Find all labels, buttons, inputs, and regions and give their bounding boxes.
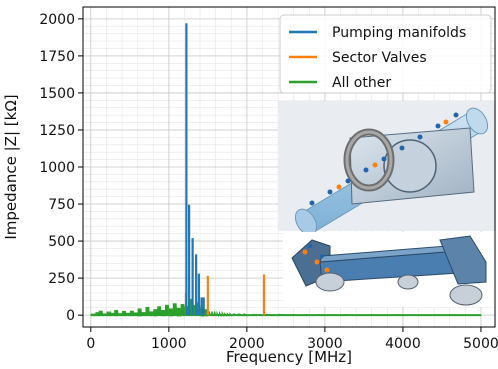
- x-tick-label: 3000: [307, 336, 343, 352]
- legend-label: Pumping manifolds: [332, 25, 466, 41]
- x-tick-label: 0: [86, 336, 95, 352]
- series-layer: [90, 23, 482, 318]
- y-tick-label: 500: [48, 234, 75, 250]
- inset-cad-bottom: [283, 232, 496, 307]
- legend-box: [279, 14, 492, 94]
- y-tick-label: 1500: [39, 86, 75, 102]
- x-tick-label: 2000: [229, 336, 265, 352]
- x-axis-ticks: 0 1000 2000 3000 4000 5000: [86, 327, 498, 352]
- y-tick-label: 2000: [39, 12, 75, 28]
- legend-label: Sector Valves: [332, 50, 427, 66]
- inset-cad-top: [278, 101, 496, 236]
- x-tick-label: 4000: [385, 336, 421, 352]
- series-all-other: [90, 298, 482, 318]
- y-tick-label: 750: [48, 197, 75, 213]
- x-tick-label: 1000: [151, 336, 187, 352]
- y-axis-label: Impedance |Z| [kΩ]: [2, 94, 20, 239]
- x-axis-label: Frequency [MHz]: [226, 348, 352, 366]
- y-tick-label: 0: [66, 308, 75, 324]
- y-tick-label: 250: [48, 271, 75, 287]
- legend: Pumping manifolds Sector Valves All other: [279, 14, 492, 94]
- x-tick-label: 5000: [463, 336, 498, 352]
- y-tick-label: 1750: [39, 49, 75, 65]
- y-tick-label: 1250: [39, 123, 75, 139]
- series-pumping-manifolds: [185, 23, 205, 316]
- y-tick-label: 1000: [39, 160, 75, 176]
- legend-label: All other: [332, 75, 391, 91]
- y-axis-ticks: 0 250 500 750 1000 1250 1500 1750 2000: [39, 12, 83, 324]
